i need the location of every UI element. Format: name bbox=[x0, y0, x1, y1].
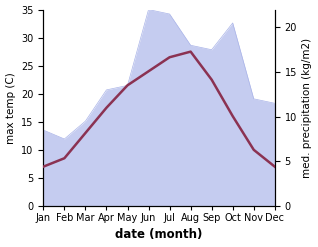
X-axis label: date (month): date (month) bbox=[115, 228, 203, 242]
Y-axis label: max temp (C): max temp (C) bbox=[5, 72, 16, 144]
Y-axis label: med. precipitation (kg/m2): med. precipitation (kg/m2) bbox=[302, 38, 313, 178]
